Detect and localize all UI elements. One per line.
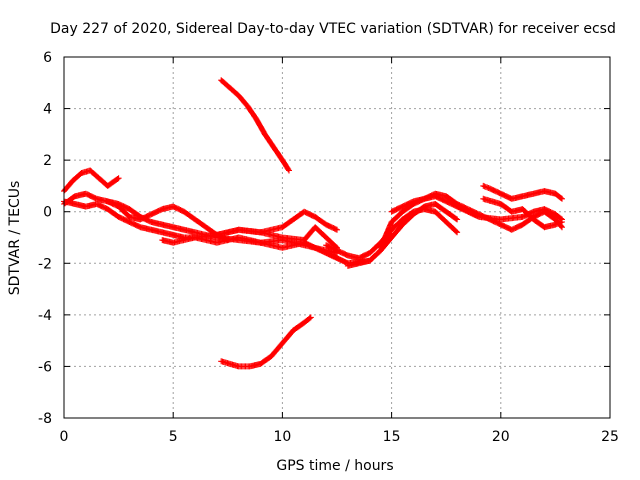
series-points bbox=[480, 182, 565, 202]
grid-lines bbox=[64, 57, 610, 418]
y-tick-label: 4 bbox=[43, 102, 52, 118]
x-tick-label: 5 bbox=[169, 429, 178, 445]
x-tick-label: 10 bbox=[273, 429, 291, 445]
data-series bbox=[61, 77, 565, 370]
chart-title: Day 227 of 2020, Sidereal Day-to-day VTE… bbox=[50, 21, 616, 37]
series-trace-4 bbox=[104, 198, 231, 244]
y-tick-label: -8 bbox=[38, 411, 52, 427]
x-tick-label: 0 bbox=[60, 429, 69, 445]
y-tick-label: -4 bbox=[38, 308, 52, 324]
series-trace-11 bbox=[480, 182, 565, 202]
series-trace-12 bbox=[480, 195, 565, 231]
plot-frame bbox=[63, 56, 611, 419]
axis-ticks: 0 5 10 15 20 25 -8 -6 -4 -2 0 2 4 6 bbox=[38, 50, 619, 445]
x-tick-label: 20 bbox=[492, 429, 510, 445]
series-trace-14 bbox=[218, 314, 314, 370]
x-tick-label: 25 bbox=[601, 429, 619, 445]
series-points bbox=[480, 195, 565, 231]
series-points bbox=[61, 198, 340, 241]
y-axis-label: SDTVAR / TECUs bbox=[7, 181, 23, 296]
y-tick-label: 0 bbox=[43, 205, 52, 221]
series-trace-13 bbox=[218, 77, 292, 174]
series-points bbox=[104, 198, 231, 244]
series-points bbox=[388, 190, 565, 233]
y-tick-label: -6 bbox=[38, 359, 52, 375]
x-axis-label: GPS time / hours bbox=[276, 458, 393, 474]
series-points bbox=[218, 314, 314, 370]
x-tick-label: 15 bbox=[383, 429, 401, 445]
series-trace-3 bbox=[61, 198, 340, 241]
series-points bbox=[61, 167, 122, 195]
y-tick-label: 6 bbox=[43, 50, 52, 66]
series-trace-8 bbox=[344, 201, 461, 269]
series-trace-6 bbox=[213, 224, 340, 251]
series-points bbox=[344, 201, 461, 269]
series-points bbox=[213, 224, 340, 251]
y-tick-label: 2 bbox=[43, 153, 52, 169]
series-trace-1 bbox=[61, 167, 122, 195]
series-trace-10 bbox=[388, 190, 565, 233]
series-points bbox=[218, 77, 292, 174]
y-tick-label: -2 bbox=[38, 256, 52, 272]
